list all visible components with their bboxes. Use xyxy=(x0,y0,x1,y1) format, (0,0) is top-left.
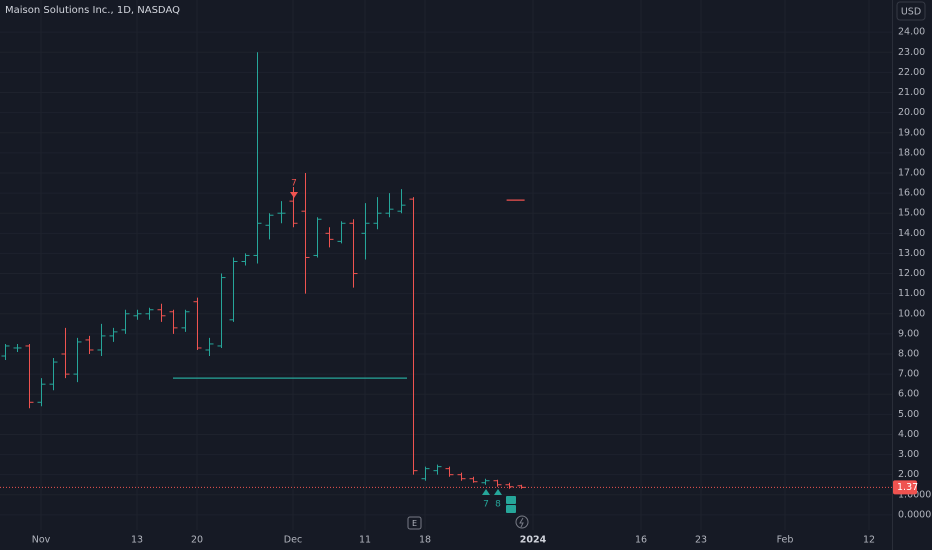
y-tick-label: 21.00 xyxy=(898,87,925,98)
x-tick-label: 13 xyxy=(131,535,143,546)
earnings-icon[interactable] xyxy=(407,516,422,530)
y-tick-label: 5.00 xyxy=(898,409,919,420)
x-tick-label: 2024 xyxy=(520,535,547,546)
y-tick-label: 23.00 xyxy=(898,47,925,58)
last-price-label: 1.37 xyxy=(897,482,918,493)
y-tick-label: 7.00 xyxy=(898,369,919,380)
y-tick-label: 22.00 xyxy=(898,67,925,78)
y-tick-label: 16.00 xyxy=(898,188,925,199)
plot: 77 8 xyxy=(1,52,526,510)
event-icon[interactable] xyxy=(515,515,529,529)
y-tick-label: 17.00 xyxy=(898,167,925,178)
event-bolt xyxy=(519,517,524,528)
y-tick-label: 3.00 xyxy=(898,449,919,460)
signal-marker xyxy=(290,192,298,198)
y-tick-label: 12.00 xyxy=(898,268,925,279)
x-tick-label: 11 xyxy=(359,535,371,546)
y-tick-label: 4.00 xyxy=(898,429,919,440)
y-tick-label: 14.00 xyxy=(898,228,925,239)
x-tick-label: Dec xyxy=(284,535,302,546)
signal-marker xyxy=(494,489,502,495)
x-tick-label: 12 xyxy=(863,535,875,546)
signal-label: 8 xyxy=(495,500,501,510)
earnings-letter[interactable]: E xyxy=(412,519,417,528)
y-tick-label: 18.00 xyxy=(898,147,925,158)
y-tick-label: 24.00 xyxy=(898,27,925,38)
y-tick-label: 9.00 xyxy=(898,328,919,339)
y-tick-label: 11.00 xyxy=(898,288,925,299)
dividend-icon[interactable] xyxy=(506,496,516,504)
x-tick-label: 20 xyxy=(191,535,203,546)
signal-marker xyxy=(482,489,490,495)
y-tick-label: 1.0000 xyxy=(898,489,931,500)
y-tick-label: 10.00 xyxy=(898,308,925,319)
y-tick-label: 20.00 xyxy=(898,107,925,118)
y-tick-label: 19.00 xyxy=(898,127,925,138)
x-tick-label: Feb xyxy=(777,535,794,546)
chart-title: Maison Solutions Inc., 1D, NASDAQ xyxy=(5,5,180,16)
y-tick-label: 6.00 xyxy=(898,389,919,400)
x-tick-label: 16 xyxy=(635,535,647,546)
x-tick-label: Nov xyxy=(32,535,51,546)
split-icon[interactable] xyxy=(506,505,516,513)
y-tick-label: 0.0000 xyxy=(898,509,931,520)
signal-label: 7 xyxy=(483,500,489,510)
y-tick-label: 15.00 xyxy=(898,208,925,219)
currency[interactable]: USD xyxy=(901,7,921,18)
y-tick-label: 13.00 xyxy=(898,248,925,259)
currency-button[interactable] xyxy=(896,1,926,21)
x-tick-label: 18 xyxy=(419,535,431,546)
y-tick-label: 8.00 xyxy=(898,349,919,360)
last-price-box xyxy=(893,480,917,495)
x-tick-label: 23 xyxy=(695,535,707,546)
y-tick-label: 2.00 xyxy=(898,469,919,480)
signal-label: 7 xyxy=(291,179,297,189)
